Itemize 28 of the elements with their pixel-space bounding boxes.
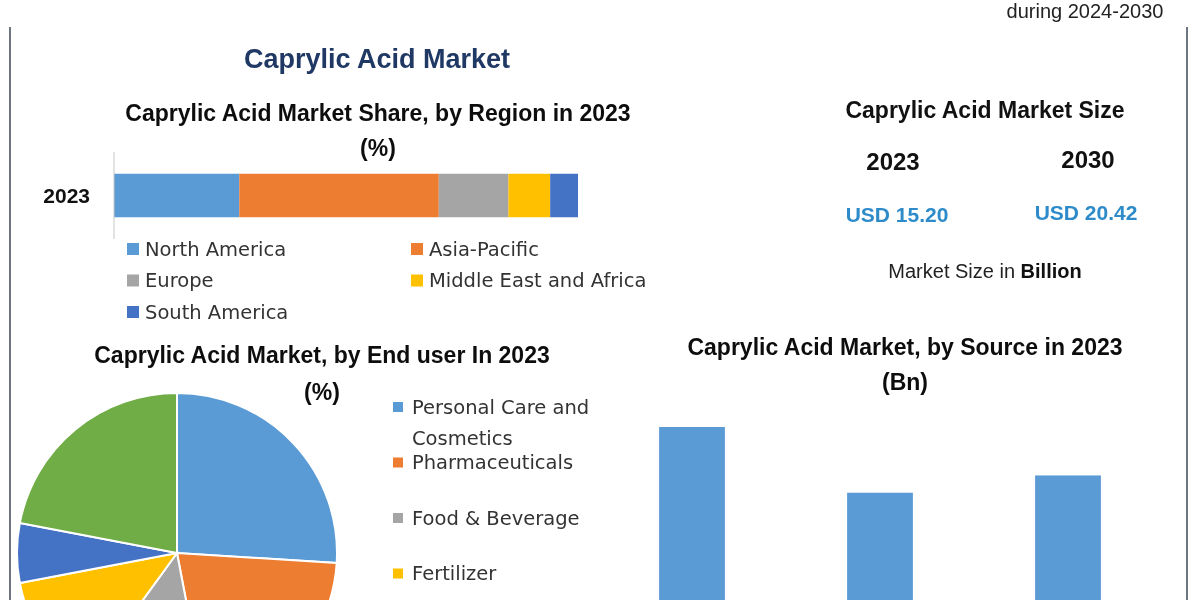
text: 2023: [866, 148, 920, 175]
bar: [438, 173, 509, 218]
text: USD 15.20: [845, 203, 949, 226]
legend-label: Middle East and Africa: [429, 269, 647, 293]
bar: [508, 173, 551, 218]
chart-title: Caprylic Acid Market, by Source in 2023: [687, 334, 1123, 360]
chart-title: Caprylic Acid Market Share, by Region in 2023: [125, 100, 631, 126]
bar: [239, 173, 439, 218]
legend-label: Food & Beverage: [412, 506, 580, 530]
legend-label: South America: [145, 300, 289, 324]
chart-title: Caprylic Acid Market, by End user In 2023: [94, 342, 550, 368]
text: 2030: [1061, 146, 1115, 173]
legend-label: North America: [145, 237, 287, 261]
chart-subtitle: (%): [304, 379, 340, 405]
legend-label: Europe: [145, 269, 214, 293]
legend-label: Pharmaceuticals: [412, 451, 574, 475]
chart-subtitle: (Bn): [882, 369, 928, 395]
legend-label: Fertilizer: [412, 562, 498, 586]
text: Caprylic Acid Market Size: [845, 97, 1125, 123]
legend-label: Asia-Pacific: [429, 237, 539, 261]
text: during 2024-2030: [1006, 0, 1164, 22]
bar: [550, 173, 578, 218]
text: Market Size in Billion: [888, 260, 1082, 282]
text: Caprylic Acid Market: [243, 44, 511, 74]
legend-label: Personal Care and Cosmetics: [412, 395, 590, 450]
bar: [114, 173, 240, 218]
chart-subtitle: (%): [360, 135, 396, 161]
text: USD 20.42: [1034, 201, 1138, 224]
